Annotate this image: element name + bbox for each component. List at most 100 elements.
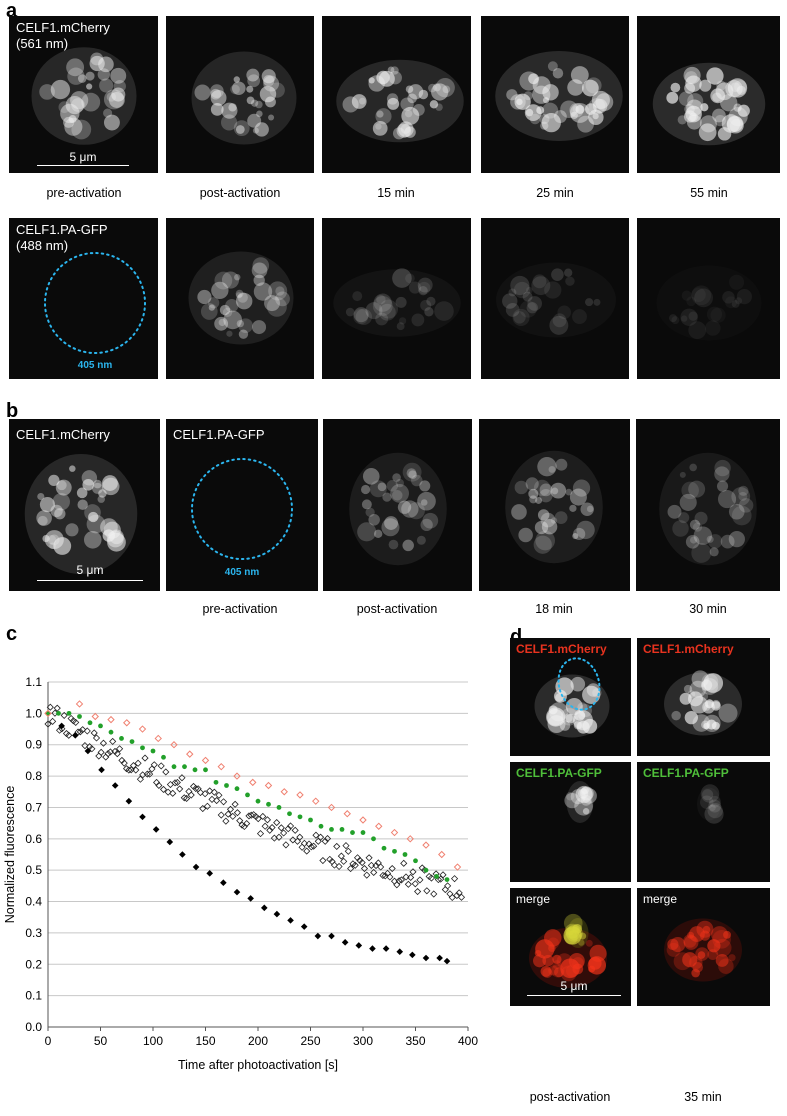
point-series-2 — [154, 734, 162, 743]
point-open-black — [136, 775, 144, 783]
blob-spot — [377, 482, 387, 492]
a-pagfp-pre: CELF1.PA-GFP (488 nm) 405 nm — [9, 218, 158, 379]
blob-spot — [726, 116, 744, 134]
point-open-black — [457, 893, 466, 901]
point-open-black — [79, 726, 87, 734]
blob-spot — [102, 475, 118, 492]
blob-spot — [689, 519, 701, 530]
point-series-0 — [179, 851, 186, 858]
blob-spot — [502, 293, 518, 309]
blob-spot — [519, 300, 537, 318]
blob-spot — [98, 489, 107, 498]
blob-spot — [709, 804, 716, 811]
point-open-black — [55, 726, 64, 734]
blob-spot — [541, 518, 558, 535]
point-series-1 — [192, 767, 198, 773]
blob-spot — [418, 286, 428, 296]
blob-spot — [707, 802, 723, 819]
blob-spot — [411, 313, 425, 327]
blob-spot — [706, 719, 717, 730]
blob-spot — [420, 518, 433, 531]
point-open-black — [46, 703, 54, 711]
point-open-black — [171, 779, 179, 787]
blob-spot — [576, 520, 595, 540]
blob-spot — [60, 103, 80, 124]
blob-spot — [82, 478, 95, 491]
blob-spot — [513, 281, 531, 299]
point-series-0 — [166, 838, 174, 846]
blob-spot — [56, 480, 67, 491]
blob-spot — [426, 296, 436, 307]
blob-spot — [378, 303, 396, 321]
blob-spot — [698, 123, 717, 142]
point-open-black — [319, 856, 327, 865]
blob-spot — [572, 533, 579, 540]
y-tick-label: 0.6 — [25, 832, 42, 846]
d-caption-35: 35 min — [684, 1090, 722, 1104]
blob-spot — [687, 93, 704, 110]
blob-spot — [715, 954, 729, 967]
blob-spot — [200, 303, 218, 320]
point-series-2 — [359, 816, 367, 824]
x-tick-label: 0 — [45, 1034, 52, 1048]
b-pagfp-post — [323, 419, 472, 591]
blob-spot — [592, 113, 599, 120]
x-tick-label: 150 — [195, 1034, 215, 1048]
point-open-black — [132, 766, 140, 774]
blob-spot — [85, 71, 95, 81]
point-open-black — [226, 805, 235, 813]
point-open-black — [217, 811, 225, 819]
blob-spot — [210, 88, 222, 100]
point-series-2 — [438, 850, 446, 859]
panel-c-chart: 0.0 0.1 0.2 0.3 0.4 0.5 0.6 0.7 0.8 0.9 1.0 1.1 0 50 1… — [3, 675, 478, 1072]
blob-spot — [704, 804, 724, 824]
blob-spot — [708, 534, 723, 549]
a-scale-label: 5 μm — [69, 150, 97, 164]
point-series-1 — [318, 823, 324, 829]
point-open-black — [423, 887, 431, 895]
blob-spot — [693, 526, 713, 545]
y-axis-title: Normalized fluorescence — [3, 786, 17, 924]
x-tick-label: 200 — [248, 1034, 268, 1048]
blob-spot — [551, 268, 564, 281]
blob-spot — [539, 483, 553, 497]
point-open-black — [372, 862, 380, 870]
blob-spot — [194, 84, 211, 101]
point-open-black — [240, 822, 248, 831]
blob-spot — [586, 683, 601, 697]
blob-spot — [48, 474, 60, 486]
blob-spot — [712, 108, 726, 123]
blob-spot — [373, 293, 392, 312]
blob-spot — [737, 104, 750, 117]
point-series-1 — [140, 745, 145, 751]
blob-spot — [221, 271, 240, 289]
point-series-2 — [201, 756, 210, 765]
blob-spot — [65, 95, 84, 115]
blob-spot — [714, 466, 730, 482]
point-open-black — [215, 791, 223, 799]
blob-spot — [569, 488, 587, 506]
d-merge-post: merge 5 μm — [510, 888, 631, 1006]
point-open-black — [307, 843, 315, 851]
point-open-black — [323, 835, 332, 843]
blob-spot — [50, 79, 71, 100]
blob-spot — [58, 101, 71, 113]
point-open-black — [450, 875, 459, 883]
blob-spot — [535, 496, 543, 504]
blob-spot — [392, 490, 403, 501]
blob-spot — [256, 110, 263, 118]
blob-spot — [218, 318, 226, 327]
b-caption-30: 30 min — [689, 602, 727, 616]
a-caption-55: 55 min — [690, 186, 728, 200]
blob-spot — [106, 92, 117, 102]
point-series-0 — [125, 797, 133, 805]
blob-spot — [585, 939, 593, 947]
blob-spot — [575, 104, 585, 114]
point-open-black — [296, 833, 304, 841]
blob-spot — [405, 85, 414, 93]
point-series-2 — [327, 803, 336, 812]
blob-spot — [580, 788, 588, 795]
blob-spot — [544, 929, 562, 947]
blob-spot — [424, 307, 434, 317]
blob-haze — [496, 262, 616, 338]
